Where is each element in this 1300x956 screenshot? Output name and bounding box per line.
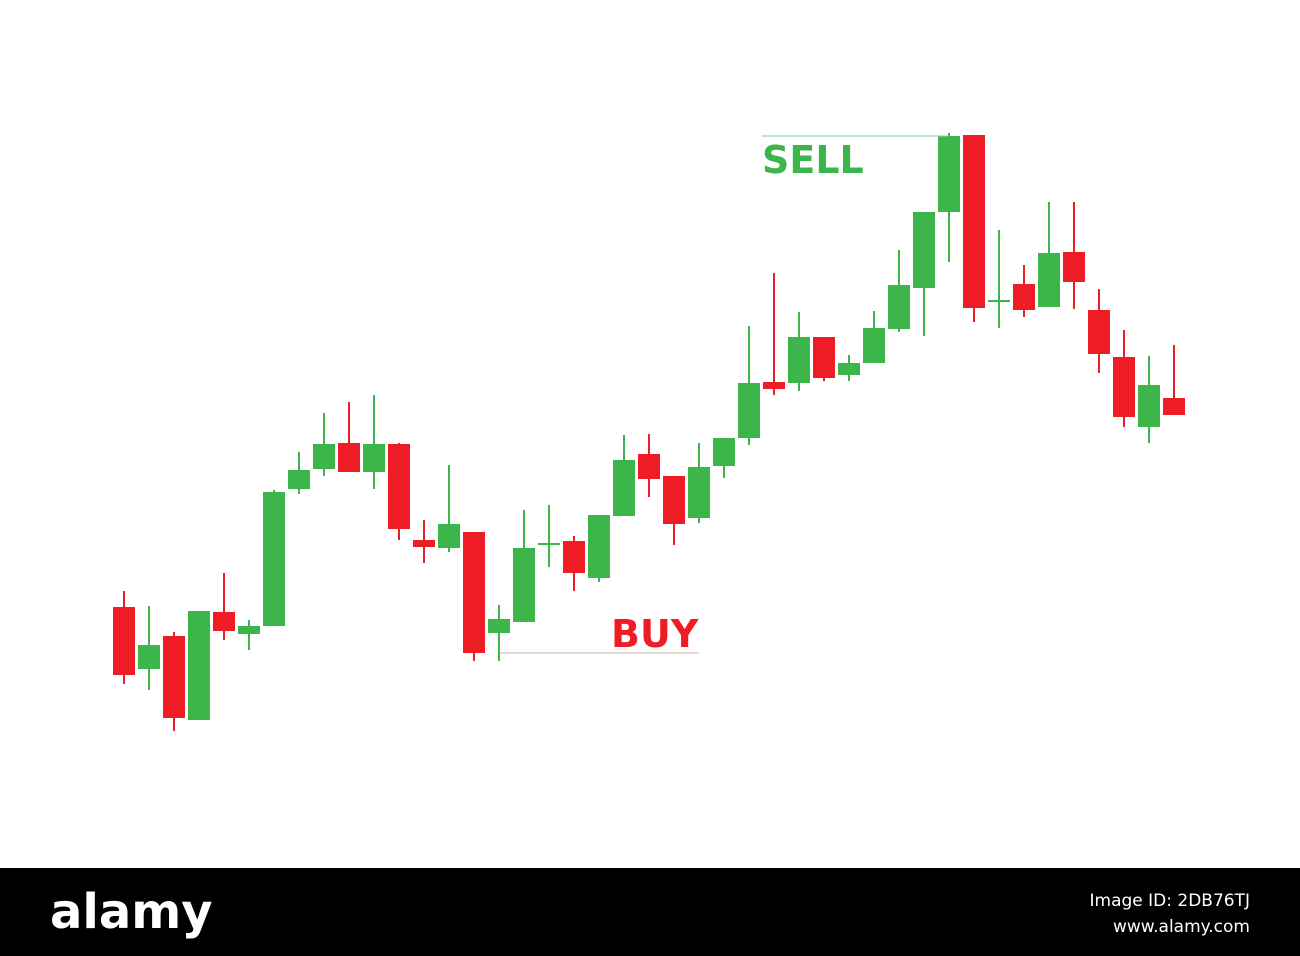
candle-body (688, 467, 710, 518)
candle-body (438, 524, 460, 548)
candle-body (263, 492, 285, 626)
sell-label: SELL (762, 138, 864, 182)
candle-body (713, 438, 735, 466)
candle-body (938, 136, 960, 212)
candle-body (838, 363, 860, 375)
candle-body (413, 540, 435, 547)
candle-body (338, 443, 360, 472)
candle-body (238, 626, 260, 634)
candle-body (813, 337, 835, 378)
candle-body (213, 612, 235, 631)
candle-body (463, 532, 485, 653)
candle-body (913, 212, 935, 288)
candle-body (113, 607, 135, 675)
footer-brand: alamy (50, 884, 213, 940)
candle-body (988, 300, 1010, 302)
candle-body (613, 460, 635, 516)
candle-body (1013, 284, 1035, 310)
candle-body (538, 543, 560, 545)
footer-image-id: Image ID: 2DB76TJ (1090, 891, 1250, 911)
candle-body (1088, 310, 1110, 354)
buy-label: BUY (611, 612, 699, 656)
candle-body (663, 476, 685, 524)
candle-body (388, 444, 410, 529)
candle-body (638, 454, 660, 479)
candle-body (1163, 398, 1185, 415)
footer-bar (0, 868, 1300, 956)
candle-body (863, 328, 885, 363)
candle-body (138, 645, 160, 669)
candle-body (1063, 252, 1085, 282)
candle-body (1038, 253, 1060, 307)
candle-body (788, 337, 810, 383)
candle-body (963, 135, 985, 308)
candle-body (563, 541, 585, 573)
candle-body (513, 548, 535, 622)
candle-body (1113, 357, 1135, 417)
candle-body (163, 636, 185, 718)
candle-body (313, 444, 335, 469)
candle-body (1138, 385, 1160, 427)
candle-body (188, 611, 210, 720)
candle-body (288, 470, 310, 489)
footer-url: www.alamy.com (1113, 917, 1250, 937)
candle-body (888, 285, 910, 329)
candle-body (588, 515, 610, 578)
candle-body (488, 619, 510, 633)
candle-body (363, 444, 385, 472)
candle-body (738, 383, 760, 438)
candle-body (763, 382, 785, 389)
